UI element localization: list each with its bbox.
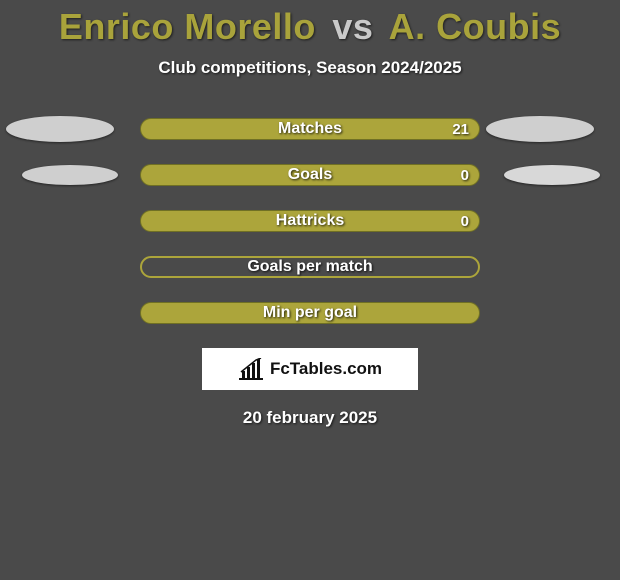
p2-marker-ellipse [486, 116, 594, 142]
stat-rows: Matches 21 Goals 0 Hattricks 0 Goals per… [0, 118, 620, 324]
date-text: 20 february 2025 [0, 408, 620, 428]
stat-row-goals-per-match: Goals per match [0, 256, 620, 278]
stat-bar: Goals per match [140, 256, 480, 278]
stat-value: 0 [461, 167, 469, 184]
bar-chart-icon [238, 358, 264, 380]
title-vs: vs [332, 6, 373, 47]
subtitle: Club competitions, Season 2024/2025 [0, 58, 620, 78]
stat-value: 21 [452, 121, 469, 138]
player1-name: Enrico Morello [59, 6, 316, 47]
stat-bar: Goals 0 [140, 164, 480, 186]
stat-label: Goals per match [247, 258, 372, 276]
comparison-infographic: Enrico Morello vs A. Coubis Club competi… [0, 0, 620, 580]
stat-label: Min per goal [263, 304, 357, 322]
stat-row-matches: Matches 21 [0, 118, 620, 140]
stat-row-hattricks: Hattricks 0 [0, 210, 620, 232]
logo-text: FcTables.com [270, 359, 382, 379]
stat-label: Goals [288, 166, 332, 184]
stat-label: Matches [278, 120, 342, 138]
page-title: Enrico Morello vs A. Coubis [0, 0, 620, 48]
stat-label: Hattricks [276, 212, 344, 230]
stat-row-goals: Goals 0 [0, 164, 620, 186]
stat-bar: Hattricks 0 [140, 210, 480, 232]
stat-bar: Matches 21 [140, 118, 480, 140]
p1-marker-ellipse [6, 116, 114, 142]
stat-value: 0 [461, 213, 469, 230]
p2-marker-ellipse [504, 165, 600, 185]
stat-row-min-per-goal: Min per goal [0, 302, 620, 324]
source-logo: FcTables.com [202, 348, 418, 390]
player2-name: A. Coubis [389, 6, 562, 47]
p1-marker-ellipse [22, 165, 118, 185]
stat-bar: Min per goal [140, 302, 480, 324]
